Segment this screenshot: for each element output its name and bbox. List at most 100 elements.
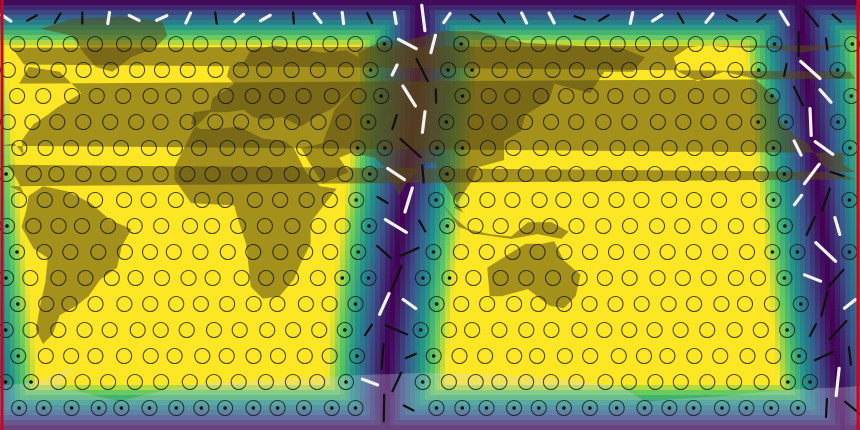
field-cell: [270, 40, 276, 46]
field-cell: [780, 115, 786, 121]
field-cell: [795, 125, 801, 131]
field-cell: [830, 115, 836, 121]
field-cell: [5, 110, 11, 116]
field-cell: [385, 10, 391, 16]
field-cell: [40, 5, 46, 11]
field-cell: [305, 5, 311, 11]
field-cell: [790, 55, 796, 61]
field-cell: [730, 45, 736, 51]
field-cell: [560, 35, 566, 41]
field-cell: [230, 30, 236, 36]
field-cell: [230, 20, 236, 26]
field-cell: [665, 10, 671, 16]
field-cell: [30, 20, 36, 26]
field-cell: [35, 20, 41, 26]
field-cell: [820, 130, 826, 136]
field-cell: [815, 105, 821, 111]
field-cell: [75, 90, 81, 96]
field-cell: [175, 5, 181, 11]
field-cell: [815, 100, 821, 106]
field-cell: [365, 5, 371, 11]
field-cell: [65, 85, 71, 91]
field-cell: [695, 0, 701, 6]
field-cell: [785, 15, 791, 21]
field-cell: [545, 15, 551, 21]
field-cell: [830, 5, 836, 11]
field-cell: [235, 0, 241, 6]
field-cell: [755, 30, 761, 36]
field-cell: [615, 25, 621, 31]
field-cell: [425, 20, 431, 26]
field-cell: [745, 75, 751, 81]
field-cell: [85, 15, 91, 21]
field-cell: [360, 20, 366, 26]
field-cell: [290, 30, 296, 36]
field-cell: [660, 70, 666, 76]
field-cell: [850, 100, 856, 106]
field-cell: [140, 10, 146, 16]
field-cell: [585, 30, 591, 36]
field-cell: [805, 25, 811, 31]
field-cell: [210, 25, 216, 31]
field-cell: [205, 0, 211, 6]
field-cell: [525, 15, 531, 21]
field-cell: [840, 50, 846, 56]
field-cell: [215, 15, 221, 21]
field-cell: [645, 15, 651, 21]
field-cell: [5, 85, 11, 91]
field-cell: [230, 10, 236, 16]
field-cell: [45, 20, 51, 26]
field-cell: [760, 30, 766, 36]
field-cell: [45, 65, 51, 71]
field-cell: [290, 5, 296, 11]
field-cell: [40, 65, 46, 71]
field-cell: [70, 70, 76, 76]
field-cell: [70, 95, 76, 101]
field-cell: [675, 35, 681, 41]
field-cell: [390, 0, 396, 6]
field-cell: [700, 0, 706, 6]
field-cell: [835, 135, 841, 141]
field-cell: [205, 20, 211, 26]
field-cell: [55, 35, 61, 41]
field-cell: [765, 15, 771, 21]
field-cell: [425, 5, 431, 11]
field-cell: [720, 55, 726, 61]
field-cell: [200, 5, 206, 11]
field-cell: [780, 30, 786, 36]
field-cell: [790, 130, 796, 136]
field-cell: [730, 50, 736, 56]
field-cell: [730, 65, 736, 71]
field-cell: [820, 105, 826, 111]
field-cell: [270, 0, 276, 6]
field-cell: [820, 30, 826, 36]
field-cell: [60, 70, 66, 76]
field-cell: [775, 65, 781, 71]
field-cell: [85, 75, 91, 81]
field-cell: [640, 30, 646, 36]
field-cell: [795, 5, 801, 11]
field-cell: [170, 30, 176, 36]
field-cell: [705, 20, 711, 26]
field-cell: [685, 5, 691, 11]
field-cell: [810, 135, 816, 141]
field-cell: [400, 15, 406, 21]
field-cell: [460, 25, 466, 31]
field-cell: [20, 120, 26, 126]
field-cell: [220, 40, 226, 46]
field-cell: [135, 5, 141, 11]
field-cell: [535, 0, 541, 6]
field-cell: [360, 30, 366, 36]
field-cell: [220, 10, 226, 16]
field-cell: [830, 110, 836, 116]
field-cell: [830, 100, 836, 106]
field-cell: [635, 20, 641, 26]
field-cell: [130, 5, 136, 11]
field-cell: [680, 15, 686, 21]
field-cell: [740, 40, 746, 46]
field-cell: [720, 30, 726, 36]
field-cell: [835, 110, 841, 116]
field-cell: [760, 10, 766, 16]
field-cell: [380, 25, 386, 31]
field-cell: [40, 85, 46, 91]
